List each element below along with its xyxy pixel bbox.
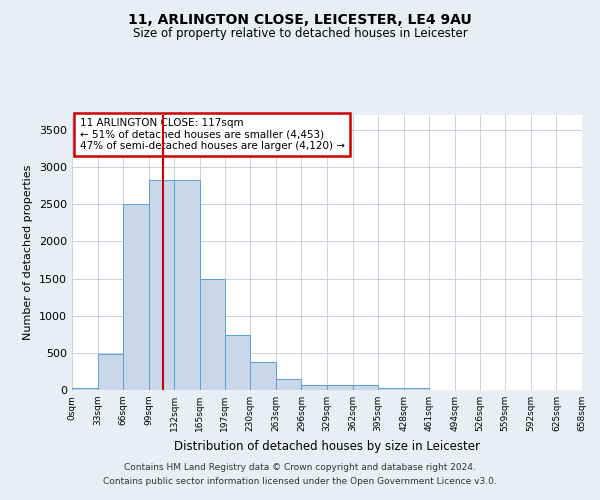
Bar (175, 180, 200, 390)
Bar (149, 180, 175, 390)
Bar (200, 278, 224, 390)
Bar (353, 385, 378, 390)
Bar (378, 388, 404, 390)
Bar (224, 335, 250, 390)
Bar (404, 388, 430, 390)
Text: 11 ARLINGTON CLOSE: 117sqm
← 51% of detached houses are smaller (4,453)
47% of s: 11 ARLINGTON CLOSE: 117sqm ← 51% of deta… (80, 118, 344, 151)
Bar (98, 354, 123, 390)
Text: Size of property relative to detached houses in Leicester: Size of property relative to detached ho… (133, 28, 467, 40)
Bar (301, 385, 327, 390)
Bar (327, 385, 353, 390)
Y-axis label: Number of detached properties: Number of detached properties (23, 165, 34, 340)
Text: 11, ARLINGTON CLOSE, LEICESTER, LE4 9AU: 11, ARLINGTON CLOSE, LEICESTER, LE4 9AU (128, 12, 472, 26)
Bar (72, 388, 98, 390)
Text: Contains HM Land Registry data © Crown copyright and database right 2024.: Contains HM Land Registry data © Crown c… (124, 464, 476, 472)
Bar (250, 362, 276, 390)
Bar (276, 379, 301, 390)
Bar (123, 204, 149, 390)
Text: Contains public sector information licensed under the Open Government Licence v3: Contains public sector information licen… (103, 477, 497, 486)
X-axis label: Distribution of detached houses by size in Leicester: Distribution of detached houses by size … (174, 440, 480, 452)
